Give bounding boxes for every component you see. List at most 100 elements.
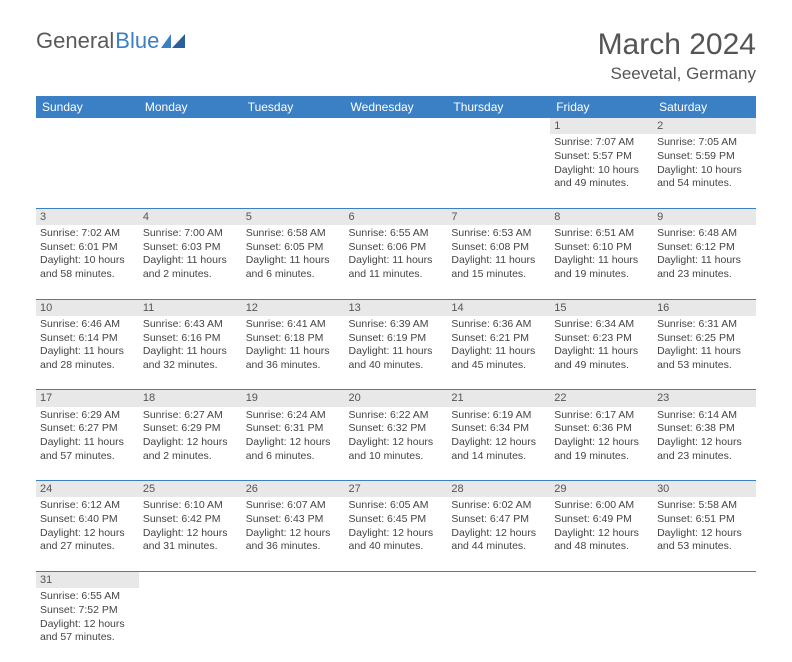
day-number: 10 (36, 299, 139, 316)
cell-line-day1: Daylight: 11 hours (554, 254, 649, 268)
cell-line-day1: Daylight: 12 hours (40, 618, 135, 632)
cell-line-sunrise: Sunrise: 6:53 AM (451, 227, 546, 241)
cell-line-sunrise: Sunrise: 6:27 AM (143, 409, 238, 423)
day-cell: Sunrise: 6:34 AMSunset: 6:23 PMDaylight:… (550, 316, 653, 390)
cell-line-sunrise: Sunrise: 6:55 AM (349, 227, 444, 241)
cell-line-sunset: Sunset: 6:18 PM (246, 332, 341, 346)
day-number: 20 (345, 390, 448, 407)
cell-line-day1: Daylight: 11 hours (349, 345, 444, 359)
day-cell: Sunrise: 6:19 AMSunset: 6:34 PMDaylight:… (447, 407, 550, 481)
day-cell (447, 134, 550, 208)
day-number: 31 (36, 571, 139, 588)
day-number: 25 (139, 481, 242, 498)
cell-line-day2: and 57 minutes. (40, 450, 135, 464)
day-cell: Sunrise: 7:02 AMSunset: 6:01 PMDaylight:… (36, 225, 139, 299)
day-cell: Sunrise: 6:07 AMSunset: 6:43 PMDaylight:… (242, 497, 345, 571)
cell-line-sunset: Sunset: 7:52 PM (40, 604, 135, 618)
cell-line-day1: Daylight: 11 hours (349, 254, 444, 268)
cell-line-sunset: Sunset: 6:31 PM (246, 422, 341, 436)
col-thu: Thursday (447, 96, 550, 118)
cell-line-sunset: Sunset: 6:06 PM (349, 241, 444, 255)
day-cell: Sunrise: 6:55 AMSunset: 7:52 PMDaylight:… (36, 588, 139, 662)
day-cell: Sunrise: 6:36 AMSunset: 6:21 PMDaylight:… (447, 316, 550, 390)
day-number: 17 (36, 390, 139, 407)
cell-line-sunrise: Sunrise: 7:05 AM (657, 136, 752, 150)
cell-line-day1: Daylight: 11 hours (40, 436, 135, 450)
cell-line-day2: and 2 minutes. (143, 450, 238, 464)
cell-line-day1: Daylight: 10 hours (554, 164, 649, 178)
cell-line-day1: Daylight: 11 hours (246, 345, 341, 359)
day-cell: Sunrise: 6:10 AMSunset: 6:42 PMDaylight:… (139, 497, 242, 571)
logo: GeneralBlue (36, 28, 185, 54)
day-number: 11 (139, 299, 242, 316)
col-wed: Wednesday (345, 96, 448, 118)
day-number: 9 (653, 208, 756, 225)
day-cell (139, 134, 242, 208)
cell-line-sunrise: Sunrise: 6:07 AM (246, 499, 341, 513)
cell-line-day2: and 49 minutes. (554, 177, 649, 191)
cell-line-day1: Daylight: 11 hours (451, 254, 546, 268)
day-number: 16 (653, 299, 756, 316)
cell-line-sunrise: Sunrise: 7:07 AM (554, 136, 649, 150)
day-cell (36, 134, 139, 208)
cell-line-sunrise: Sunrise: 6:34 AM (554, 318, 649, 332)
cell-line-sunset: Sunset: 5:59 PM (657, 150, 752, 164)
col-sat: Saturday (653, 96, 756, 118)
cell-line-day1: Daylight: 12 hours (349, 436, 444, 450)
day-cell: Sunrise: 6:41 AMSunset: 6:18 PMDaylight:… (242, 316, 345, 390)
day-number (345, 571, 448, 588)
day-number: 3 (36, 208, 139, 225)
cell-line-sunset: Sunset: 6:23 PM (554, 332, 649, 346)
cell-line-day2: and 6 minutes. (246, 268, 341, 282)
cell-line-day2: and 10 minutes. (349, 450, 444, 464)
day-cell: Sunrise: 6:31 AMSunset: 6:25 PMDaylight:… (653, 316, 756, 390)
day-number: 2 (653, 118, 756, 134)
week-row: Sunrise: 6:29 AMSunset: 6:27 PMDaylight:… (36, 407, 756, 481)
day-cell: Sunrise: 6:12 AMSunset: 6:40 PMDaylight:… (36, 497, 139, 571)
cell-line-sunrise: Sunrise: 6:05 AM (349, 499, 444, 513)
col-sun: Sunday (36, 96, 139, 118)
cell-line-day1: Daylight: 10 hours (40, 254, 135, 268)
cell-line-day2: and 15 minutes. (451, 268, 546, 282)
cell-line-day2: and 45 minutes. (451, 359, 546, 373)
cell-line-sunrise: Sunrise: 6:36 AM (451, 318, 546, 332)
day-cell: Sunrise: 5:58 AMSunset: 6:51 PMDaylight:… (653, 497, 756, 571)
daynum-row: 17181920212223 (36, 390, 756, 407)
cell-line-day2: and 19 minutes. (554, 450, 649, 464)
cell-line-day1: Daylight: 11 hours (554, 345, 649, 359)
cell-line-sunrise: Sunrise: 7:00 AM (143, 227, 238, 241)
day-number (36, 118, 139, 134)
cell-line-sunrise: Sunrise: 6:29 AM (40, 409, 135, 423)
cell-line-sunset: Sunset: 6:25 PM (657, 332, 752, 346)
cell-line-sunrise: Sunrise: 6:51 AM (554, 227, 649, 241)
day-number: 6 (345, 208, 448, 225)
day-cell: Sunrise: 6:58 AMSunset: 6:05 PMDaylight:… (242, 225, 345, 299)
cell-line-sunset: Sunset: 6:40 PM (40, 513, 135, 527)
day-number (139, 118, 242, 134)
cell-line-day2: and 53 minutes. (657, 359, 752, 373)
cell-line-day1: Daylight: 11 hours (246, 254, 341, 268)
cell-line-day1: Daylight: 11 hours (657, 254, 752, 268)
col-tue: Tuesday (242, 96, 345, 118)
day-cell: Sunrise: 6:24 AMSunset: 6:31 PMDaylight:… (242, 407, 345, 481)
cell-line-day1: Daylight: 12 hours (657, 527, 752, 541)
cell-line-sunrise: Sunrise: 5:58 AM (657, 499, 752, 513)
cell-line-day2: and 44 minutes. (451, 540, 546, 554)
day-number: 22 (550, 390, 653, 407)
cell-line-sunset: Sunset: 6:47 PM (451, 513, 546, 527)
cell-line-sunrise: Sunrise: 6:46 AM (40, 318, 135, 332)
cell-line-sunrise: Sunrise: 6:48 AM (657, 227, 752, 241)
cell-line-day2: and 2 minutes. (143, 268, 238, 282)
day-number: 27 (345, 481, 448, 498)
cell-line-day1: Daylight: 12 hours (143, 436, 238, 450)
cell-line-sunrise: Sunrise: 6:43 AM (143, 318, 238, 332)
cell-line-sunrise: Sunrise: 6:24 AM (246, 409, 341, 423)
day-number (550, 571, 653, 588)
day-cell: Sunrise: 6:51 AMSunset: 6:10 PMDaylight:… (550, 225, 653, 299)
cell-line-sunrise: Sunrise: 7:02 AM (40, 227, 135, 241)
cell-line-day1: Daylight: 12 hours (657, 436, 752, 450)
cell-line-sunset: Sunset: 6:27 PM (40, 422, 135, 436)
cell-line-day2: and 57 minutes. (40, 631, 135, 645)
day-cell: Sunrise: 6:17 AMSunset: 6:36 PMDaylight:… (550, 407, 653, 481)
calendar-table: Sunday Monday Tuesday Wednesday Thursday… (36, 96, 756, 662)
